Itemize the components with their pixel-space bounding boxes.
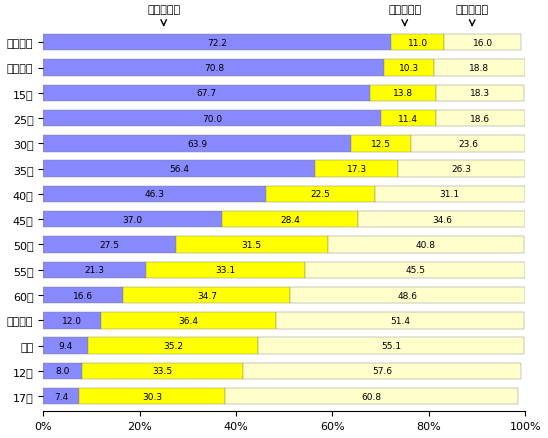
Bar [391,35,444,51]
Text: 31.1: 31.1 [439,190,460,199]
Text: 7.4: 7.4 [54,392,68,401]
Bar [434,60,525,77]
Bar [79,388,225,404]
Text: 34.7: 34.7 [197,291,217,300]
Bar [351,136,412,152]
Text: 51.4: 51.4 [390,316,410,325]
Text: 23.6: 23.6 [458,140,478,148]
Text: 40.8: 40.8 [416,240,436,249]
Text: 27.5: 27.5 [99,240,119,249]
Text: 45.5: 45.5 [405,266,425,275]
Bar [43,312,101,329]
Text: 31.5: 31.5 [242,240,262,249]
Text: 17.3: 17.3 [347,165,367,174]
Text: 57.6: 57.6 [372,367,392,375]
Bar [243,363,521,379]
Bar [369,85,436,102]
Bar [398,161,525,177]
Text: 67.7: 67.7 [196,89,216,98]
Text: 18.3: 18.3 [470,89,490,98]
Bar [43,363,82,379]
Bar [436,111,525,127]
Text: 12.5: 12.5 [372,140,391,148]
Bar [43,338,88,354]
Text: 26.3: 26.3 [452,165,472,174]
Text: 11.4: 11.4 [398,114,418,123]
Text: 21.3: 21.3 [84,266,105,275]
Text: 34.6: 34.6 [432,215,452,224]
Bar [43,111,381,127]
Text: 46.3: 46.3 [145,190,165,199]
Bar [43,35,391,51]
Bar [444,35,521,51]
Text: 第１次産業: 第１次産業 [147,5,180,15]
Bar [328,237,524,253]
Text: 35.2: 35.2 [163,341,184,350]
Bar [101,312,277,329]
Text: 13.8: 13.8 [393,89,413,98]
Bar [43,287,123,304]
Bar [146,262,305,278]
Text: 37.0: 37.0 [122,215,142,224]
Text: 第３次産業: 第３次産業 [455,5,489,15]
Bar [290,287,525,304]
Text: 16.6: 16.6 [73,291,93,300]
Text: 33.5: 33.5 [152,367,173,375]
Text: 22.5: 22.5 [311,190,330,199]
Bar [88,338,258,354]
Bar [43,186,266,203]
Text: 12.0: 12.0 [62,316,82,325]
Text: 55.1: 55.1 [381,341,401,350]
Bar [43,388,79,404]
Bar [358,212,525,228]
Bar [375,186,525,203]
Bar [277,312,524,329]
Bar [43,85,369,102]
Bar [412,136,525,152]
Text: 28.4: 28.4 [280,215,300,224]
Bar [315,161,398,177]
Bar [43,237,176,253]
Text: 36.4: 36.4 [179,316,199,325]
Bar [82,363,243,379]
Text: 60.8: 60.8 [361,392,381,401]
Bar [436,85,524,102]
Text: 18.8: 18.8 [470,64,489,73]
Bar [43,262,146,278]
Text: 18.6: 18.6 [470,114,490,123]
Text: 30.3: 30.3 [142,392,162,401]
Text: 72.2: 72.2 [207,39,227,48]
Text: 48.6: 48.6 [398,291,418,300]
Bar [225,388,518,404]
Bar [258,338,524,354]
Bar [176,237,328,253]
Text: 56.4: 56.4 [169,165,189,174]
Bar [123,287,290,304]
Bar [385,60,434,77]
Text: 11.0: 11.0 [408,39,428,48]
Text: 第２次産業: 第２次産業 [388,5,421,15]
Bar [381,111,436,127]
Text: 63.9: 63.9 [187,140,207,148]
Text: 8.0: 8.0 [55,367,70,375]
Bar [43,212,221,228]
Text: 33.1: 33.1 [215,266,236,275]
Text: 70.8: 70.8 [204,64,224,73]
Text: 16.0: 16.0 [473,39,493,48]
Bar [43,161,315,177]
Text: 10.3: 10.3 [399,64,419,73]
Text: 9.4: 9.4 [59,341,73,350]
Bar [43,60,385,77]
Bar [221,212,358,228]
Bar [43,136,351,152]
Bar [266,186,375,203]
Text: 70.0: 70.0 [202,114,222,123]
Bar [305,262,525,278]
